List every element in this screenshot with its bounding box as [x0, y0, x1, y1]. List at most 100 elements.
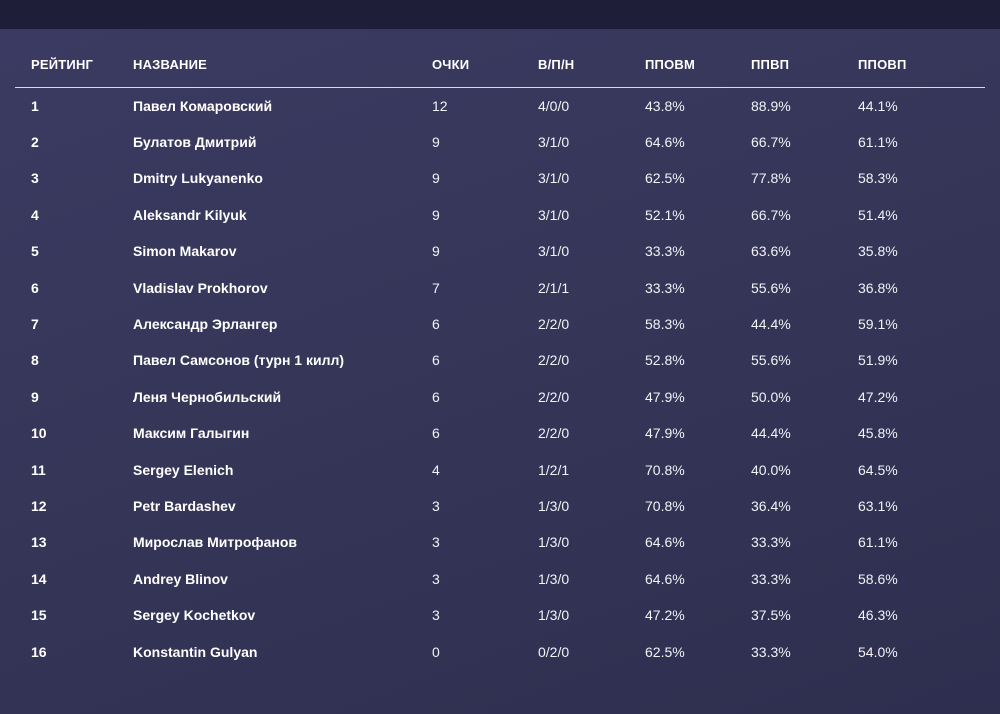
- table-row[interactable]: 9 Леня Чернобильский 6 2/2/0 47.9% 50.0% 47.2%: [15, 379, 985, 415]
- column-header-rank[interactable]: РЕЙТИНГ: [15, 29, 117, 88]
- header-row: РЕЙТИНГ НАЗВАНИЕ ОЧКИ В/П/Н ППОВМ ППВП П…: [15, 29, 985, 88]
- table-row[interactable]: 14 Andrey Blinov 3 1/3/0 64.6% 33.3% 58.6%: [15, 561, 985, 597]
- table-row[interactable]: 12 Petr Bardashev 3 1/3/0 70.8% 36.4% 63.1%: [15, 488, 985, 524]
- wdl-cell: 1/3/0: [538, 534, 570, 551]
- ppvp-cell: 37.5%: [751, 607, 791, 624]
- ppvp-cell: 44.4%: [751, 425, 791, 442]
- ppovm-cell: 47.9%: [645, 425, 685, 442]
- rank-cell: 10: [31, 425, 47, 442]
- ppvp-cell: 77.8%: [751, 170, 791, 187]
- column-header-ppovm[interactable]: ППОВМ: [629, 29, 735, 88]
- points-cell: 9: [432, 134, 440, 151]
- player-name-cell: Konstantin Gulyan: [133, 643, 258, 660]
- rank-cell: 6: [31, 279, 39, 296]
- ppovp-cell: 51.4%: [858, 206, 898, 223]
- ppovm-cell: 33.3%: [645, 243, 685, 260]
- rank-cell: 13: [31, 534, 47, 551]
- wdl-cell: 2/2/0: [538, 316, 570, 333]
- rank-cell: 3: [31, 170, 39, 187]
- player-name-cell: Павел Комаровский: [133, 97, 273, 114]
- rank-cell: 12: [31, 497, 47, 514]
- player-name-cell: Vladislav Prokhorov: [133, 279, 268, 296]
- column-header-name[interactable]: НАЗВАНИЕ: [117, 29, 416, 88]
- table-body: 1 Павел Комаровский 12 4/0/0 43.8% 88.9% 44.1%…: [15, 87, 985, 670]
- player-name-cell: Andrey Blinov: [133, 570, 228, 587]
- ppovp-cell: 35.8%: [858, 243, 898, 260]
- ppovp-cell: 63.1%: [858, 497, 898, 514]
- player-name-cell: Павел Самсонов (турн 1 килл): [133, 352, 345, 369]
- ppovp-cell: 58.6%: [858, 570, 898, 587]
- points-cell: 3: [432, 534, 440, 551]
- ppovm-cell: 52.1%: [645, 206, 685, 223]
- table-row[interactable]: 2 Булатов Дмитрий 9 3/1/0 64.6% 66.7% 61.1%: [15, 124, 985, 160]
- ppovm-cell: 47.9%: [645, 388, 685, 405]
- ppovm-cell: 62.5%: [645, 643, 685, 660]
- player-name-cell: Sergey Kochetkov: [133, 607, 256, 624]
- points-cell: 6: [432, 388, 440, 405]
- rank-cell: 15: [31, 607, 47, 624]
- table-row[interactable]: 5 Simon Makarov 9 3/1/0 33.3% 63.6% 35.8%: [15, 233, 985, 269]
- rank-cell: 7: [31, 316, 39, 333]
- ppvp-cell: 88.9%: [751, 97, 791, 114]
- rank-cell: 5: [31, 243, 39, 260]
- player-name-cell: Aleksandr Kilyuk: [133, 206, 247, 223]
- ppovm-cell: 62.5%: [645, 170, 685, 187]
- table-row[interactable]: 7 Александр Эрлангер 6 2/2/0 58.3% 44.4% 59.1%: [15, 306, 985, 342]
- ppovp-cell: 64.5%: [858, 461, 898, 478]
- table-row[interactable]: 13 Мирослав Митрофанов 3 1/3/0 64.6% 33.3% 61.…: [15, 524, 985, 560]
- column-header-ppovp[interactable]: ППОВП: [842, 29, 985, 88]
- wdl-cell: 1/3/0: [538, 570, 570, 587]
- column-header-ppvp[interactable]: ППВП: [735, 29, 842, 88]
- points-cell: 0: [432, 643, 440, 660]
- wdl-cell: 3/1/0: [538, 134, 570, 151]
- rank-cell: 14: [31, 570, 47, 587]
- player-name-cell: Мирослав Митрофанов: [133, 534, 298, 551]
- rank-cell: 4: [31, 206, 39, 223]
- ppvp-cell: 55.6%: [751, 279, 791, 296]
- table-row[interactable]: 3 Dmitry Lukyanenko 9 3/1/0 62.5% 77.8% 58.3%: [15, 160, 985, 196]
- ppovm-cell: 64.6%: [645, 570, 685, 587]
- player-name-cell: Dmitry Lukyanenko: [133, 170, 263, 187]
- ppovm-cell: 33.3%: [645, 279, 685, 296]
- rank-cell: 1: [31, 97, 39, 114]
- standings-table-container: РЕЙТИНГ НАЗВАНИЕ ОЧКИ В/П/Н ППОВМ ППВП П…: [0, 29, 1000, 670]
- ppvp-cell: 36.4%: [751, 497, 791, 514]
- player-name-cell: Sergey Elenich: [133, 461, 234, 478]
- rank-cell: 11: [31, 461, 46, 478]
- wdl-cell: 1/3/0: [538, 497, 570, 514]
- table-row[interactable]: 4 Aleksandr Kilyuk 9 3/1/0 52.1% 66.7% 51.4%: [15, 197, 985, 233]
- wdl-cell: 1/3/0: [538, 607, 570, 624]
- player-name-cell: Simon Makarov: [133, 243, 237, 260]
- ppvp-cell: 66.7%: [751, 206, 791, 223]
- table-row[interactable]: 11 Sergey Elenich 4 1/2/1 70.8% 40.0% 64.5%: [15, 451, 985, 487]
- table-row[interactable]: 15 Sergey Kochetkov 3 1/3/0 47.2% 37.5% 46.3%: [15, 597, 985, 633]
- table-row[interactable]: 1 Павел Комаровский 12 4/0/0 43.8% 88.9% 44.1%: [15, 87, 985, 124]
- column-header-wdl[interactable]: В/П/Н: [522, 29, 629, 88]
- ppovm-cell: 64.6%: [645, 134, 685, 151]
- ppvp-cell: 63.6%: [751, 243, 791, 260]
- table-row[interactable]: 8 Павел Самсонов (турн 1 килл) 6 2/2/0 52.8%…: [15, 342, 985, 378]
- ppovm-cell: 64.6%: [645, 534, 685, 551]
- wdl-cell: 1/2/1: [538, 461, 570, 478]
- ppvp-cell: 55.6%: [751, 352, 791, 369]
- points-cell: 4: [432, 461, 440, 478]
- ppovp-cell: 46.3%: [858, 607, 898, 624]
- ppvp-cell: 33.3%: [751, 534, 791, 551]
- column-header-points[interactable]: ОЧКИ: [416, 29, 522, 88]
- table-row[interactable]: 6 Vladislav Prokhorov 7 2/1/1 33.3% 55.6% 36.8…: [15, 269, 985, 305]
- table-row[interactable]: 10 Максим Галыгин 6 2/2/0 47.9% 44.4% 45.8%: [15, 415, 985, 451]
- points-cell: 6: [432, 425, 440, 442]
- points-cell: 3: [432, 497, 440, 514]
- top-header-band: [0, 0, 1000, 29]
- player-name-cell: Petr Bardashev: [133, 497, 236, 514]
- ppovm-cell: 43.8%: [645, 97, 685, 114]
- rank-cell: 2: [31, 134, 39, 151]
- table-row[interactable]: 16 Konstantin Gulyan 0 0/2/0 62.5% 33.3% 54.0%: [15, 633, 985, 669]
- wdl-cell: 2/2/0: [538, 352, 570, 369]
- player-name-cell: Булатов Дмитрий: [133, 134, 257, 151]
- points-cell: 7: [432, 279, 440, 296]
- points-cell: 9: [432, 206, 440, 223]
- ppovm-cell: 70.8%: [645, 461, 685, 478]
- ppovm-cell: 52.8%: [645, 352, 685, 369]
- wdl-cell: 3/1/0: [538, 243, 570, 260]
